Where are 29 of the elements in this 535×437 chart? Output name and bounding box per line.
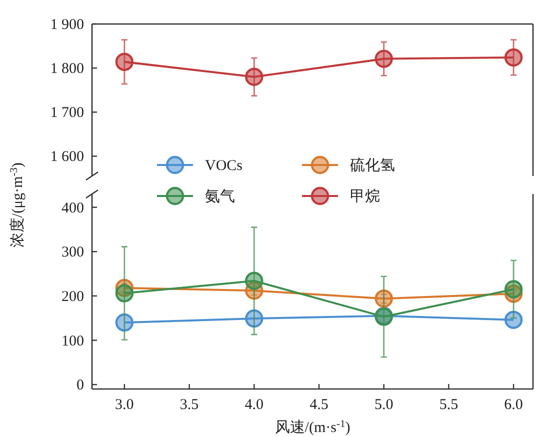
x-tick-label: 4.5: [310, 397, 328, 413]
point: [504, 310, 523, 329]
y-tick-label: 1 700: [50, 105, 84, 122]
point: [504, 280, 523, 298]
x-tick-label: 3.0: [115, 397, 134, 413]
y-tick-label: 1 600: [50, 149, 84, 166]
y-tick-label: 100: [62, 333, 84, 350]
x-tick-label: 3.5: [180, 397, 199, 413]
x-tick-label: 6.0: [504, 397, 523, 413]
y-tick-label: 1 800: [50, 61, 84, 78]
x-axis-title: 风速/(m·s$^{-1}$): [274, 418, 350, 436]
y-tick-label: 200: [62, 288, 84, 305]
point: [115, 52, 134, 71]
x-tick-label: 5.0: [374, 397, 394, 413]
legend-label: 氨气: [205, 188, 235, 205]
legend-label: VOCs: [205, 158, 243, 174]
x-tick-label: 4.0: [244, 397, 264, 413]
y-tick-label: 400: [62, 200, 84, 216]
legend-label: 甲烷: [350, 188, 380, 205]
x-tick-label: 5.5: [439, 397, 458, 413]
point: [245, 68, 264, 86]
y-tick-label: 1 900: [50, 17, 84, 33]
point: [245, 272, 264, 290]
point: [374, 50, 393, 68]
legend-label: 硫化氢: [350, 157, 395, 174]
y-tick-label: 300: [62, 244, 84, 261]
point: [115, 284, 134, 302]
point: [504, 48, 523, 67]
y-tick-label: 0: [76, 378, 84, 394]
